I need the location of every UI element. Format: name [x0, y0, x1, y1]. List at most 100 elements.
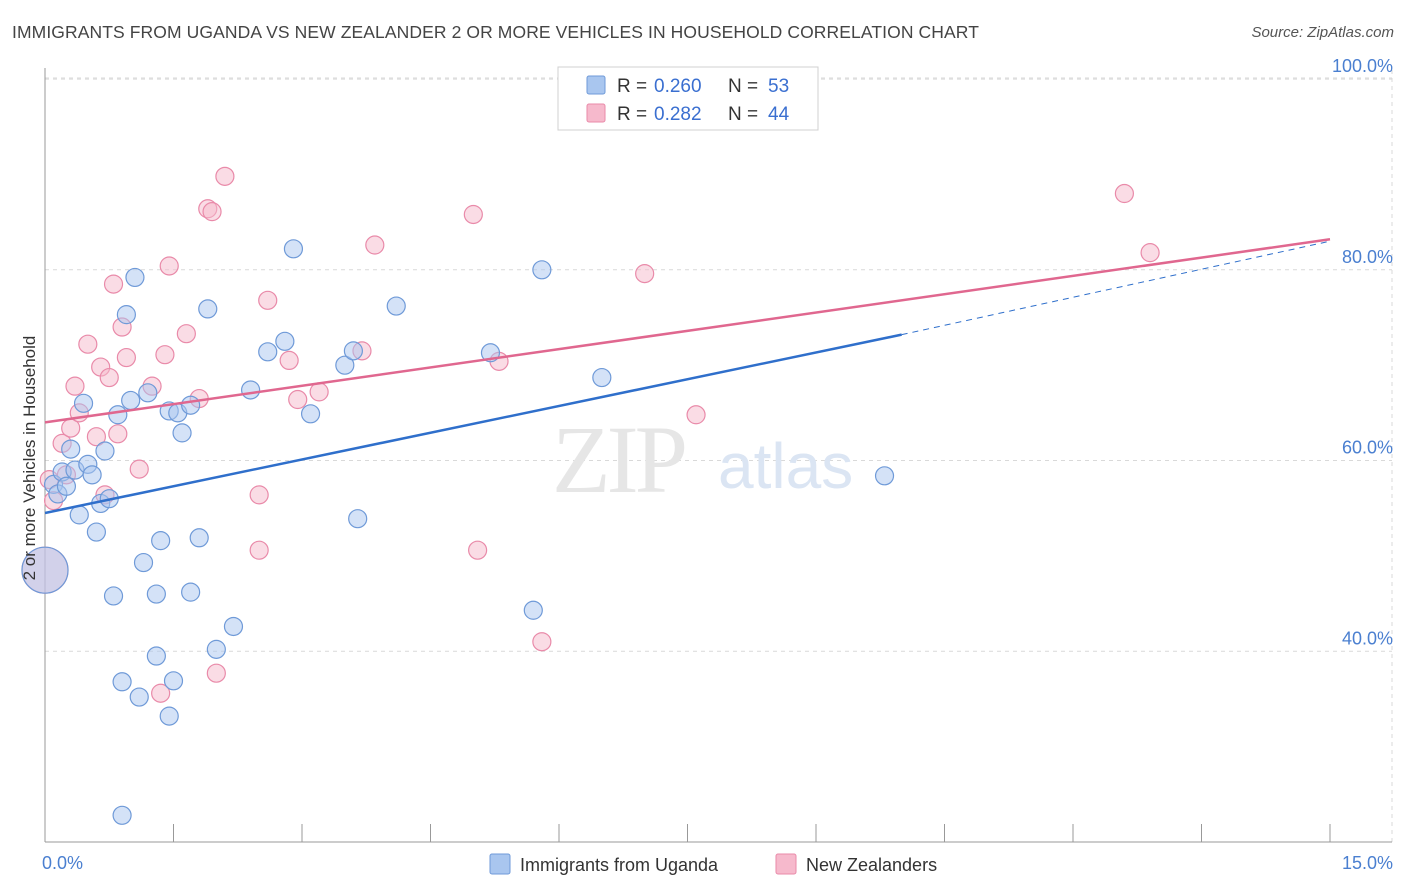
nz-point-32	[309, 382, 329, 402]
source-credit: Source: ZipAtlas.com	[1251, 24, 1394, 41]
uganda-point-38	[241, 380, 261, 400]
uganda-point-45	[348, 509, 368, 529]
bottom-legend-swatch-nz	[775, 853, 797, 875]
uganda-point-13	[95, 441, 115, 461]
nz-point-21	[176, 324, 196, 344]
nz-point-7	[78, 334, 98, 354]
nz-point-42	[1140, 243, 1160, 263]
uganda-point-51	[874, 466, 895, 486]
uganda-point-16	[108, 405, 128, 425]
uganda-point-50	[592, 367, 612, 388]
uganda-point-39	[258, 342, 278, 362]
uganda-point-43	[335, 355, 355, 375]
uganda-point-42	[300, 404, 321, 424]
nz-point-12	[103, 274, 124, 294]
uganda-point-19	[121, 390, 141, 411]
uganda-point-15	[103, 586, 124, 606]
bottom-legend-label-uganda: Immigrants from Uganda	[520, 855, 719, 875]
watermark-zip: ZIP	[552, 406, 685, 513]
nz-point-24	[202, 202, 222, 222]
uganda-point-41	[283, 239, 304, 259]
trend-lines	[44, 238, 1331, 515]
nz-point-11	[99, 367, 119, 388]
x-tick-labels: 0.0% 15.0%	[42, 853, 1393, 873]
uganda-point-7	[69, 505, 89, 525]
legend-swatch-nz	[586, 103, 606, 123]
uganda-point-24	[146, 646, 166, 666]
uganda-point-33	[181, 395, 201, 415]
trend-line-uganda	[44, 333, 902, 515]
nz-point-36	[468, 540, 488, 560]
nz-point-31	[288, 389, 308, 410]
grid-lines	[45, 70, 1393, 842]
legend-r-nz: 0.282	[654, 104, 702, 125]
uganda-point-4	[56, 476, 77, 496]
y-axis-label: 2 or more Vehicles in Household	[20, 336, 39, 581]
nz-point-34	[365, 235, 385, 255]
nz-point-15	[116, 347, 136, 368]
bottom-legend-swatch-uganda	[489, 853, 511, 875]
y-tick-labels: 40.0% 60.0% 80.0% 100.0%	[1332, 56, 1393, 648]
uganda-point-25	[146, 584, 166, 604]
watermark: ZIP atlas	[552, 406, 853, 513]
uganda-point-11	[86, 522, 107, 542]
nz-point-26	[215, 166, 235, 186]
nz-point-18	[151, 683, 171, 703]
uganda-point-8	[73, 393, 94, 413]
uganda-point-17	[112, 672, 132, 692]
uganda-point-46	[386, 296, 406, 316]
legend-r-label-uganda: R =	[617, 76, 647, 97]
trend-line-nz	[44, 238, 1331, 424]
nz-point-16	[129, 459, 149, 479]
nz-point-20	[159, 256, 179, 276]
uganda-point-32	[181, 582, 201, 602]
nz-point-40	[686, 405, 706, 425]
uganda-point-21	[129, 687, 149, 707]
uganda-point-37	[223, 616, 244, 637]
nz-point-30	[279, 350, 299, 371]
legend-n-label-nz: N =	[728, 104, 758, 125]
uganda-point-27	[159, 706, 179, 726]
legend-box: R = 0.260 N = 53 R = 0.282 N = 44	[557, 66, 819, 131]
legend-r-label-nz: R =	[617, 104, 647, 125]
uganda-point-20	[125, 267, 145, 288]
uganda-point-5	[61, 439, 81, 459]
uganda-point-35	[198, 299, 218, 319]
nz-point-13	[108, 424, 128, 444]
nz-point-38	[532, 632, 552, 652]
series-uganda	[21, 239, 895, 825]
uganda-point-0	[21, 546, 69, 594]
x-tick-label-min: 0.0%	[42, 853, 83, 873]
watermark-atlas: atlas	[718, 430, 853, 502]
nz-point-19	[155, 345, 175, 365]
nz-point-8	[86, 427, 107, 447]
y-tick-label-80: 80.0%	[1342, 247, 1393, 267]
nz-point-29	[258, 290, 278, 310]
uganda-point-26	[151, 531, 171, 551]
nz-point-25	[206, 663, 226, 683]
y-tick-label-60: 60.0%	[1342, 438, 1393, 458]
uganda-point-10	[82, 465, 102, 485]
y-tick-label-100: 100.0%	[1332, 56, 1393, 76]
nz-point-28	[249, 485, 269, 505]
axes	[44, 68, 1392, 843]
uganda-point-40	[275, 331, 295, 351]
legend-n-label-uganda: N =	[728, 76, 758, 97]
nz-point-35	[463, 204, 483, 225]
y-tick-label-40: 40.0%	[1342, 628, 1393, 648]
chart-title: IMMIGRANTS FROM UGANDA VS NEW ZEALANDER …	[12, 22, 979, 42]
uganda-point-31	[172, 423, 192, 443]
uganda-point-22	[133, 552, 154, 573]
legend-r-uganda: 0.260	[654, 76, 702, 97]
legend-n-nz: 44	[768, 104, 790, 125]
legend-swatch-uganda	[586, 75, 606, 95]
uganda-point-44	[343, 341, 363, 361]
uganda-point-23	[138, 383, 158, 403]
uganda-point-36	[206, 639, 226, 659]
uganda-point-18	[116, 305, 136, 325]
uganda-point-49	[532, 260, 552, 280]
nz-point-27	[249, 540, 269, 560]
x-tick-label-max: 15.0%	[1342, 853, 1393, 873]
uganda-point-52	[112, 805, 132, 825]
nz-point-5	[65, 376, 85, 396]
